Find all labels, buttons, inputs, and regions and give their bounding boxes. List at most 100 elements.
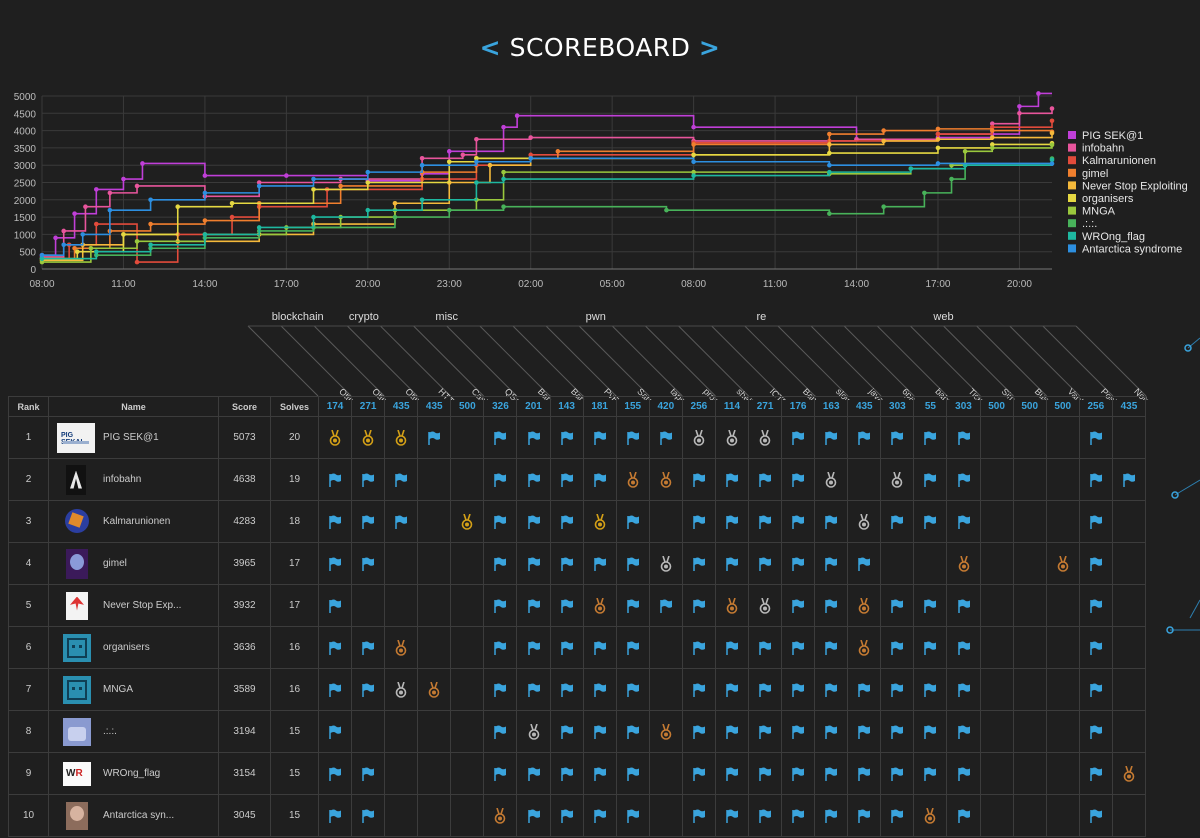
legend-item[interactable]: MNGA	[1082, 206, 1116, 218]
solve-cell	[847, 710, 882, 753]
team-name-cell[interactable]: organisers	[48, 626, 219, 669]
challenge-points-header[interactable]: 55	[913, 396, 948, 417]
team-name-cell[interactable]: Kalmarunionen	[48, 500, 219, 543]
challenge-points-header[interactable]: 500	[1045, 396, 1080, 417]
flag-icon	[626, 683, 639, 697]
legend-item[interactable]: gimel	[1082, 168, 1108, 180]
solve-cell	[880, 794, 915, 837]
series-point	[256, 183, 262, 189]
solve-cell	[913, 458, 948, 501]
team-name-cell[interactable]: WR WROng_flag	[48, 752, 219, 795]
team-name[interactable]: organisers	[103, 642, 150, 653]
flag-icon	[560, 431, 573, 445]
legend-item[interactable]: PIG SEK@1	[1082, 130, 1143, 142]
solve-cell	[847, 668, 882, 711]
solve-cell	[1111, 416, 1147, 459]
legend-item[interactable]: infobahn	[1082, 143, 1124, 155]
challenge-points-header[interactable]: 500	[450, 396, 485, 417]
series-point	[908, 166, 914, 171]
flag-icon	[726, 683, 738, 697]
team-name-cell[interactable]: gimel	[48, 542, 219, 585]
solve-cell	[1045, 458, 1080, 501]
chart-legend[interactable]: PIG SEK@1infobahnKalmarunionengimelNever…	[1068, 130, 1188, 255]
flag-icon	[825, 767, 838, 781]
challenge-points-header[interactable]: 435	[847, 396, 882, 417]
team-name-cell[interactable]: MNGA	[48, 668, 219, 711]
solve-cell	[979, 416, 1014, 459]
team-avatar	[57, 675, 95, 705]
flag-icon	[1090, 725, 1102, 739]
legend-item[interactable]: Kalmarunionen	[1082, 155, 1156, 167]
challenge-points-header[interactable]: 435	[384, 396, 419, 417]
solve-cell	[317, 710, 353, 753]
team-name[interactable]: infobahn	[103, 474, 142, 485]
flag-icon	[759, 641, 772, 655]
challenge-points-header[interactable]: 176	[781, 396, 816, 417]
table-row[interactable]: 7 MNGA 3589 16	[8, 668, 1147, 711]
team-name[interactable]: MNGA	[103, 684, 133, 695]
table-row[interactable]: 4 gimel 3965 17	[8, 542, 1147, 585]
challenge-points-header[interactable]: 326	[483, 396, 518, 417]
team-name[interactable]: Antarctica syn...	[103, 810, 175, 821]
flag-icon	[891, 431, 904, 445]
flag-icon	[560, 557, 573, 571]
challenge-points-header[interactable]: 271	[351, 396, 386, 417]
solve-cell	[582, 584, 617, 627]
challenge-points-header[interactable]: 143	[549, 396, 584, 417]
legend-item[interactable]: WROng_flag	[1082, 231, 1145, 243]
legend-swatch	[1068, 168, 1076, 177]
table-row[interactable]: 2 infobahn 4638 19	[8, 458, 1147, 501]
table-row[interactable]: 5 Never Stop Exp... 3932 17	[8, 584, 1147, 627]
challenge-points-header[interactable]: 114	[714, 396, 750, 417]
challenge-points-header[interactable]: 174	[317, 396, 353, 417]
legend-item[interactable]: organisers	[1082, 193, 1134, 205]
team-name-cell[interactable]: PIG SEKAI PIG SEK@1	[48, 416, 219, 459]
team-name-cell[interactable]: infobahn	[48, 458, 219, 501]
challenge-points-header[interactable]: 256	[681, 396, 716, 417]
challenge-points-header[interactable]: 435	[417, 396, 452, 417]
table-row[interactable]: 10 Antarctica syn... 3045 15	[8, 794, 1147, 837]
table-row[interactable]: 6 organisers 3636 16	[8, 626, 1147, 669]
challenge-points-header[interactable]: 303	[880, 396, 915, 417]
challenge-points-header[interactable]: 163	[814, 396, 849, 417]
challenge-points-header[interactable]: 271	[748, 396, 783, 417]
challenge-points-header[interactable]: 420	[648, 396, 683, 417]
team-name[interactable]: .:.:.	[103, 726, 117, 737]
team-avatar	[57, 591, 95, 621]
team-name-cell[interactable]: .:.:.	[48, 710, 219, 753]
decorative-network-lines	[1166, 337, 1200, 634]
legend-item[interactable]: Never Stop Exploiting	[1082, 180, 1188, 192]
table-row[interactable]: 9 WR WROng_flag 3154 15	[8, 752, 1147, 795]
team-name-cell[interactable]: Never Stop Exp...	[48, 584, 219, 627]
legend-item[interactable]: .:.:.	[1082, 218, 1097, 230]
table-row[interactable]: 3 Kalmarunionen 4283 18	[8, 500, 1147, 543]
challenge-points-header[interactable]: 303	[946, 396, 981, 417]
flag-icon	[693, 725, 705, 739]
team-name[interactable]: PIG SEK@1	[103, 432, 159, 443]
team-name[interactable]: gimel	[103, 558, 127, 569]
solve-cell	[648, 584, 683, 627]
legend-item[interactable]: Antarctica syndrome	[1082, 243, 1182, 255]
flag-icon	[593, 473, 606, 487]
flag-icon	[825, 599, 838, 613]
challenge-points-header[interactable]: 201	[516, 396, 551, 417]
challenge-points-header[interactable]: 435	[1111, 396, 1147, 417]
series-point	[827, 131, 832, 137]
challenge-points-header[interactable]: 256	[1078, 396, 1113, 417]
x-tick-label: 17:00	[925, 279, 950, 290]
solve-cell	[748, 416, 783, 459]
challenge-points-header[interactable]: 181	[582, 396, 617, 417]
challenge-points-header[interactable]: 500	[1012, 396, 1047, 417]
team-name[interactable]: WROng_flag	[103, 768, 161, 779]
solve-cell	[351, 500, 386, 543]
table-row[interactable]: 8.:.:. 3194 15	[8, 710, 1147, 753]
team-name[interactable]: Kalmarunionen	[103, 516, 171, 527]
solve-cell	[847, 542, 882, 585]
challenge-points-header[interactable]: 155	[615, 396, 650, 417]
team-name-cell[interactable]: Antarctica syn...	[48, 794, 219, 837]
score-cell: 4638	[218, 458, 271, 501]
solve-cell	[979, 794, 1014, 837]
challenge-points-header[interactable]: 500	[979, 396, 1014, 417]
team-name[interactable]: Never Stop Exp...	[103, 600, 182, 611]
